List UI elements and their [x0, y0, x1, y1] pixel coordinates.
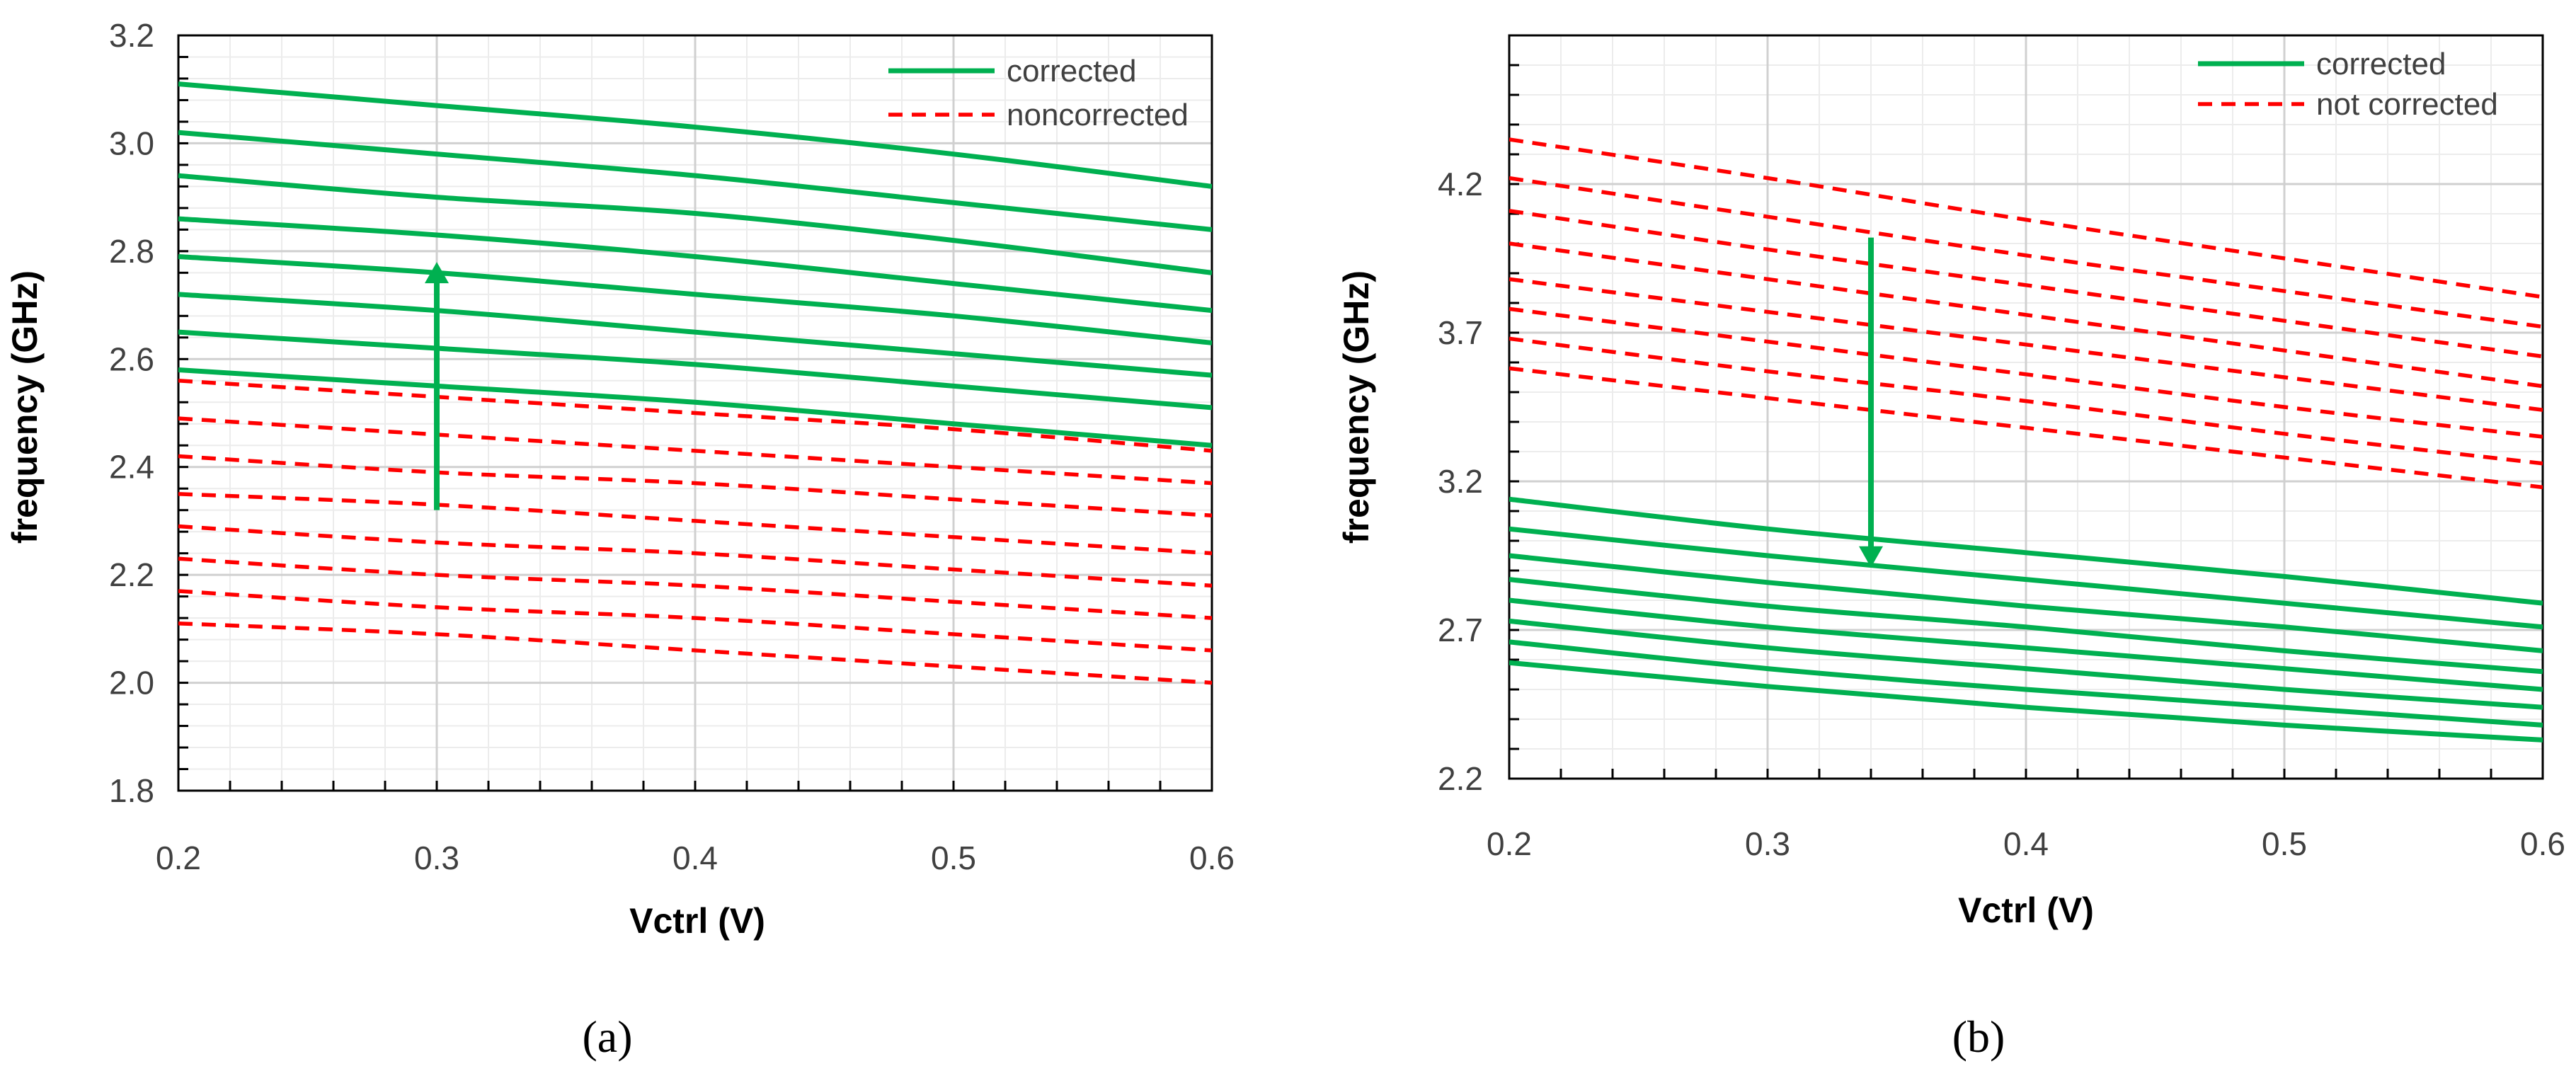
arrow-head [425, 262, 449, 284]
y-tick-label: 2.2 [109, 556, 154, 593]
corrected-series-line-13 [1509, 597, 2543, 692]
y-tick-label: 3.2 [109, 17, 154, 54]
y-tick-label: 3.0 [109, 125, 154, 161]
annotation-arrow [1859, 237, 1883, 568]
x-tick-label: 0.3 [414, 840, 459, 876]
x-tick-label: 0.6 [2520, 825, 2565, 862]
noncorrected-series-line-6 [1509, 306, 2543, 439]
x-tick-label: 0.4 [672, 840, 718, 876]
y-tick-label: 2.4 [109, 449, 154, 486]
corrected-series-line-11 [1509, 553, 2543, 653]
corrected-series-line-5 [178, 253, 1212, 345]
chart-panel-a: 1.8 2.0 2.2 2.4 2.6 2.8 3.0 3.2 0.2 0.3 0.4 0.5 0.6 V… [5, 17, 1235, 1062]
noncorrected-series-line-13 [178, 524, 1212, 588]
corrected-series-line-8 [178, 367, 1212, 448]
panel-caption: (b) [1952, 1012, 2005, 1062]
noncorrected-series-line-4 [1509, 241, 2543, 389]
noncorrected-series-line-7 [1509, 336, 2543, 466]
y-axis-label: frequency (GHz) [5, 270, 45, 544]
corrected-series-line-9 [1509, 496, 2543, 606]
y-tick-label: 3.2 [1438, 463, 1483, 500]
y-tick-label: 2.0 [109, 665, 154, 701]
x-tick-label: 0.2 [1487, 825, 1532, 862]
y-axis-label: frequency (GHz) [1336, 270, 1376, 544]
noncorrected-series-line-2 [1509, 176, 2543, 329]
noncorrected-series-line-5 [1509, 277, 2543, 412]
legend-label-2: not corrected [2316, 87, 2498, 122]
y-tick-label: 4.2 [1438, 166, 1483, 202]
corrected-series-line-2 [178, 130, 1212, 232]
corrected-series-line-6 [178, 292, 1212, 378]
legend-label-1: corrected [2316, 47, 2446, 81]
corrected-series-line-14 [1509, 618, 2543, 710]
x-axis-label: Vctrl (V) [629, 901, 765, 941]
x-tick-label: 0.4 [2003, 825, 2049, 862]
series-group [1509, 137, 2543, 743]
corrected-series-line-16 [1509, 660, 2543, 743]
y-tick-label: 2.8 [109, 233, 154, 270]
legend: corrected noncorrected [888, 54, 1189, 132]
panel-caption: (a) [582, 1012, 632, 1062]
y-tick-label: 2.2 [1438, 760, 1483, 797]
noncorrected-series-line-11 [178, 454, 1212, 518]
x-tick-label: 0.5 [2262, 825, 2307, 862]
arrow-head [1859, 546, 1883, 568]
noncorrected-series-line-8 [1509, 366, 2543, 490]
corrected-series-line-3 [178, 173, 1212, 275]
corrected-series-line-1 [178, 81, 1212, 189]
corrected-series-line-12 [1509, 577, 2543, 675]
corrected-series-line-4 [178, 216, 1212, 314]
noncorrected-series-line-15 [178, 589, 1212, 653]
legend: corrected not corrected [2198, 47, 2498, 122]
x-tick-label: 0.5 [931, 840, 976, 876]
noncorrected-series-line-16 [178, 621, 1212, 685]
annotation-arrow [425, 262, 449, 510]
noncorrected-series-line-14 [178, 556, 1212, 620]
x-tick-label: 0.2 [156, 840, 201, 876]
corrected-series-line-10 [1509, 526, 2543, 630]
x-tick-label: 0.6 [1189, 840, 1235, 876]
noncorrected-series-line-9 [178, 379, 1212, 453]
corrected-series-line-15 [1509, 639, 2543, 728]
noncorrected-series-line-1 [1509, 137, 2543, 299]
x-axis-label: Vctrl (V) [1958, 890, 2094, 930]
legend-label-2: noncorrected [1007, 98, 1189, 132]
y-tick-label: 1.8 [109, 772, 154, 809]
legend-label-1: corrected [1007, 54, 1136, 88]
x-tick-label: 0.3 [1745, 825, 1790, 862]
corrected-series-line-7 [178, 329, 1212, 411]
y-tick-label: 3.7 [1438, 314, 1483, 351]
noncorrected-series-line-10 [178, 416, 1212, 486]
noncorrected-series-line-3 [1509, 209, 2543, 359]
chart-panel-b: 2.2 2.7 3.2 3.7 4.2 0.2 0.3 0.4 0.5 0.6 Vctrl (V) f… [1336, 34, 2565, 1062]
y-tick-label: 2.7 [1438, 612, 1483, 648]
series-group [178, 81, 1212, 685]
noncorrected-series-line-12 [178, 492, 1212, 556]
y-tick-label: 2.6 [109, 340, 154, 377]
